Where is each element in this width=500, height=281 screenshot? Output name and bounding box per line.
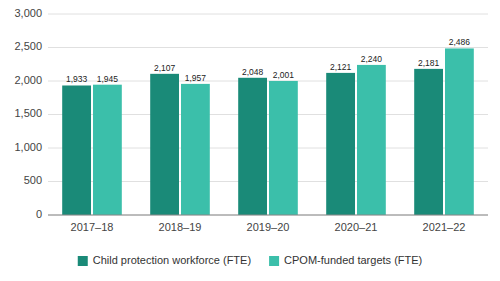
- legend-label: CPOM-funded targets (FTE): [284, 254, 422, 266]
- grid-line: [48, 215, 488, 216]
- legend-swatch: [78, 256, 88, 266]
- data-label: 2,181: [418, 58, 440, 68]
- legend-label: Child protection workforce (FTE): [93, 254, 251, 266]
- data-label: 1,957: [185, 73, 207, 83]
- data-label: 2,121: [330, 62, 352, 72]
- data-label: 2,048: [242, 67, 264, 77]
- y-tick-label: 1,000: [14, 141, 42, 153]
- x-tick-label: 2021–22: [423, 221, 466, 233]
- data-labels: 1,933 2,107 2,048 2,121 2,181 1,945 1,957 2,001…: [66, 37, 470, 84]
- x-tick-label: 2020–21: [335, 221, 378, 233]
- bars: [62, 48, 474, 215]
- y-tick-label: 3,000: [14, 7, 42, 19]
- bar: [150, 74, 179, 215]
- grid-line: [48, 14, 488, 15]
- grid-line: [48, 47, 488, 48]
- bar: [357, 65, 386, 215]
- bar: [93, 85, 122, 215]
- x-tick-label: 2018–19: [159, 221, 202, 233]
- bar: [326, 73, 355, 215]
- data-label: 1,945: [97, 74, 119, 84]
- data-label: 2,486: [449, 37, 471, 47]
- bar: [269, 81, 298, 215]
- x-axis-line: [48, 215, 488, 216]
- bar: [445, 48, 474, 215]
- y-tick-label: 0: [36, 208, 42, 220]
- x-tick-label: 2017–18: [71, 221, 114, 233]
- bar: [238, 78, 267, 215]
- data-label: 2,001: [273, 70, 295, 80]
- legend-swatch: [269, 256, 279, 266]
- x-tick-label: 2019–20: [247, 221, 290, 233]
- y-tick-label: 2,500: [14, 40, 42, 52]
- y-tick-label: 2,000: [14, 74, 42, 86]
- data-label: 2,240: [361, 54, 383, 64]
- y-tick-label: 1,500: [14, 107, 42, 119]
- chart-container: 0 500 1,000 1,500 2,000 2,500 3,000 1,933 2,107 2…: [0, 0, 500, 281]
- bar: [62, 85, 91, 215]
- x-axis: 2017–18 2018–19 2019–20 2020–21 2021–22: [71, 221, 466, 233]
- bar: [181, 84, 210, 215]
- data-label: 2,107: [154, 63, 176, 73]
- grid: [48, 14, 488, 215]
- bar: [414, 69, 443, 215]
- chart: 0 500 1,000 1,500 2,000 2,500 3,000 1,933 2,107 2…: [0, 0, 500, 281]
- y-tick-label: 500: [24, 174, 42, 186]
- data-label: 1,933: [66, 74, 88, 84]
- y-axis: 0 500 1,000 1,500 2,000 2,500 3,000: [14, 7, 42, 220]
- legend: Child protection workforce (FTE) CPOM-fun…: [78, 254, 422, 266]
